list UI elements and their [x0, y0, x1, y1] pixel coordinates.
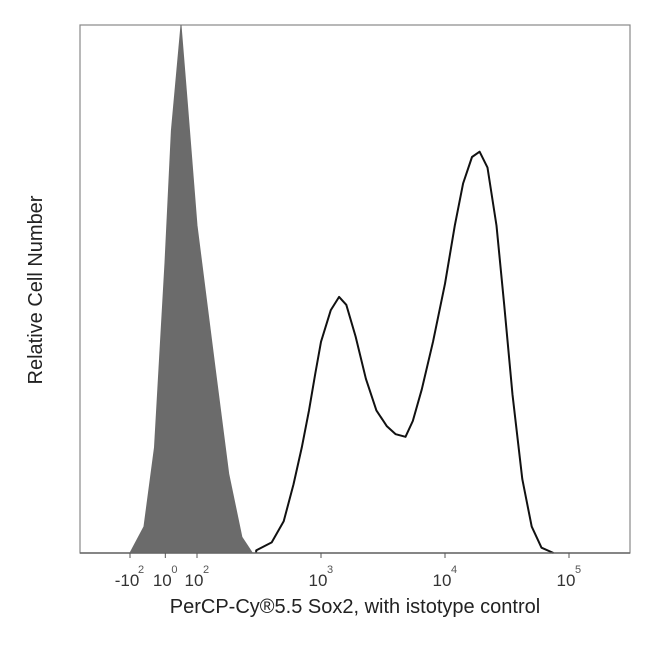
- x-tick-label: 10: [185, 571, 204, 590]
- x-tick-label: 10: [557, 571, 576, 590]
- x-tick-exponent: 3: [327, 564, 333, 576]
- x-tick-label: 10: [433, 571, 452, 590]
- x-tick-exponent: 5: [575, 564, 581, 576]
- x-tick-label: 10: [153, 571, 172, 590]
- x-tick-label: -10: [115, 571, 140, 590]
- y-axis-label: Relative Cell Number: [25, 195, 47, 384]
- x-tick-label: 10: [309, 571, 328, 590]
- x-tick-exponent: 2: [203, 564, 209, 576]
- x-axis-label: PerCP-Cy®5.5 Sox2, with istotype control: [170, 596, 540, 618]
- sox2-outline-histogram: [255, 150, 554, 554]
- isotype-control-filled-histogram: [129, 24, 253, 554]
- x-tick-exponent: 0: [171, 564, 177, 576]
- x-tick-exponent: 4: [451, 564, 457, 576]
- x-tick-exponent: 2: [138, 564, 144, 576]
